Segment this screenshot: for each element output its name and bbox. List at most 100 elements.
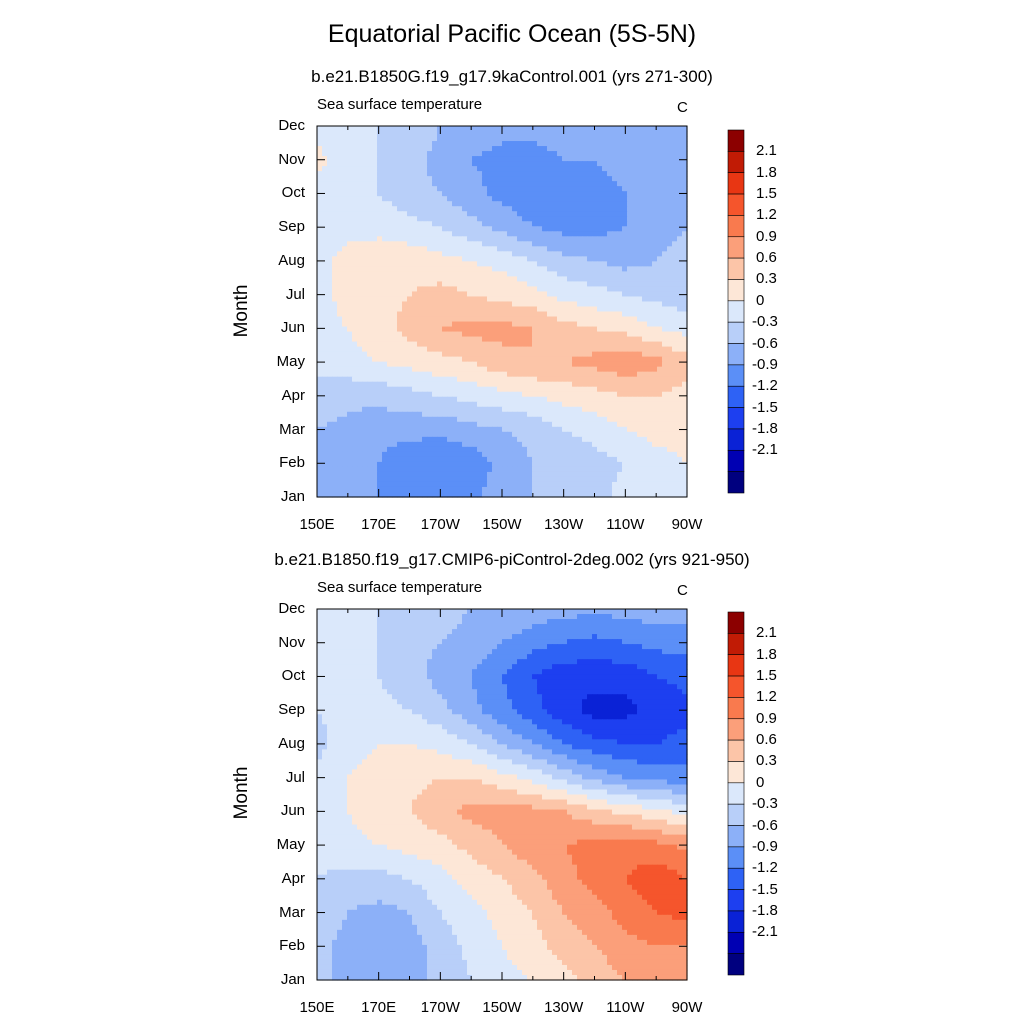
contour-cell — [512, 211, 518, 217]
contour-cell — [682, 131, 688, 137]
contour-cell — [417, 141, 423, 147]
contour-cell — [337, 236, 343, 242]
contour-cell — [437, 316, 443, 323]
contour-cell — [352, 256, 358, 262]
contour-cell — [677, 191, 683, 197]
contour-cell — [482, 296, 488, 303]
contour-cell — [337, 151, 343, 157]
contour-cell — [497, 241, 503, 247]
contour-cell — [482, 286, 488, 293]
contour-cell — [452, 186, 458, 192]
contour-cell — [347, 126, 353, 132]
contour-cell — [452, 131, 458, 137]
contour-cell — [382, 221, 388, 227]
contour-cell — [662, 281, 668, 288]
contour-cell — [522, 301, 528, 308]
contour-cell — [492, 266, 498, 272]
contour-cell — [387, 316, 393, 323]
contour-cell — [327, 311, 333, 318]
contour-cell — [337, 206, 343, 212]
contour-cell — [632, 171, 638, 177]
contour-cell — [602, 271, 608, 277]
contour-cell — [452, 246, 458, 252]
contour-cell — [467, 216, 473, 222]
contour-cell — [482, 236, 488, 242]
contour-cell — [562, 151, 568, 157]
contour-cell — [527, 271, 533, 277]
contour-cell — [422, 276, 428, 283]
contour-cell — [587, 261, 593, 267]
contour-cell — [372, 291, 378, 298]
contour-cell — [357, 216, 363, 222]
contour-cell — [502, 301, 508, 308]
contour-cell — [402, 241, 408, 247]
contour-cell — [352, 171, 358, 177]
contour-cell — [457, 266, 463, 272]
contour-cell — [627, 146, 633, 152]
contour-cell — [607, 241, 613, 247]
contour-cell — [612, 276, 618, 283]
contour-cell — [317, 136, 323, 142]
contour-cell — [462, 201, 468, 207]
contour-cell — [627, 311, 633, 318]
contour-cell — [602, 136, 608, 142]
contour-cell — [677, 306, 683, 313]
contour-cell — [647, 296, 653, 303]
contour-cell — [582, 201, 588, 207]
contour-cell — [652, 181, 658, 187]
contour-cell — [397, 171, 403, 177]
contour-cell — [447, 311, 453, 318]
contour-cell — [397, 266, 403, 272]
contour-cell — [557, 131, 563, 137]
contour-cell — [352, 281, 358, 288]
contour-cell — [552, 266, 558, 272]
contour-cell — [552, 146, 558, 152]
contour-cell — [572, 236, 578, 242]
contour-cell — [452, 261, 458, 267]
contour-cell — [382, 236, 388, 242]
contour-cell — [347, 206, 353, 212]
contour-cell — [592, 286, 598, 293]
contour-cell — [492, 251, 498, 257]
contour-cell — [632, 251, 638, 257]
contour-cell — [567, 276, 573, 283]
contour-cell — [462, 236, 468, 242]
contour-cell — [507, 211, 513, 217]
contour-cell — [617, 181, 623, 187]
contour-cell — [352, 136, 358, 142]
contour-cell — [577, 141, 583, 147]
contour-cell — [612, 266, 618, 272]
contour-cell — [542, 181, 548, 187]
contour-cell — [452, 211, 458, 217]
contour-cell — [627, 156, 633, 162]
contour-cell — [537, 171, 543, 177]
contour-cell — [412, 281, 418, 288]
contour-cell — [407, 261, 413, 267]
contour-cell — [582, 141, 588, 147]
contour-cell — [617, 136, 623, 142]
contour-cell — [452, 241, 458, 247]
contour-cell — [527, 201, 533, 207]
contour-cell — [467, 196, 473, 202]
contour-cell — [622, 286, 628, 293]
contour-cell — [607, 281, 613, 288]
contour-cell — [377, 301, 383, 308]
contour-cell — [572, 206, 578, 212]
contour-cell — [442, 246, 448, 252]
contour-cell — [482, 271, 488, 277]
contour-cell — [617, 216, 623, 222]
contour-cell — [592, 141, 598, 147]
contour-cell — [417, 256, 423, 262]
contour-cell — [347, 136, 353, 142]
contour-cell — [317, 261, 323, 267]
contour-cell — [452, 141, 458, 147]
contour-cell — [542, 241, 548, 247]
contour-cell — [472, 296, 478, 303]
contour-cell — [677, 286, 683, 293]
contour-cell — [547, 156, 553, 162]
contour-cell — [352, 206, 358, 212]
contour-cell — [407, 156, 413, 162]
contour-cell — [672, 266, 678, 272]
contour-cell — [322, 136, 328, 142]
contour-cell — [557, 256, 563, 262]
